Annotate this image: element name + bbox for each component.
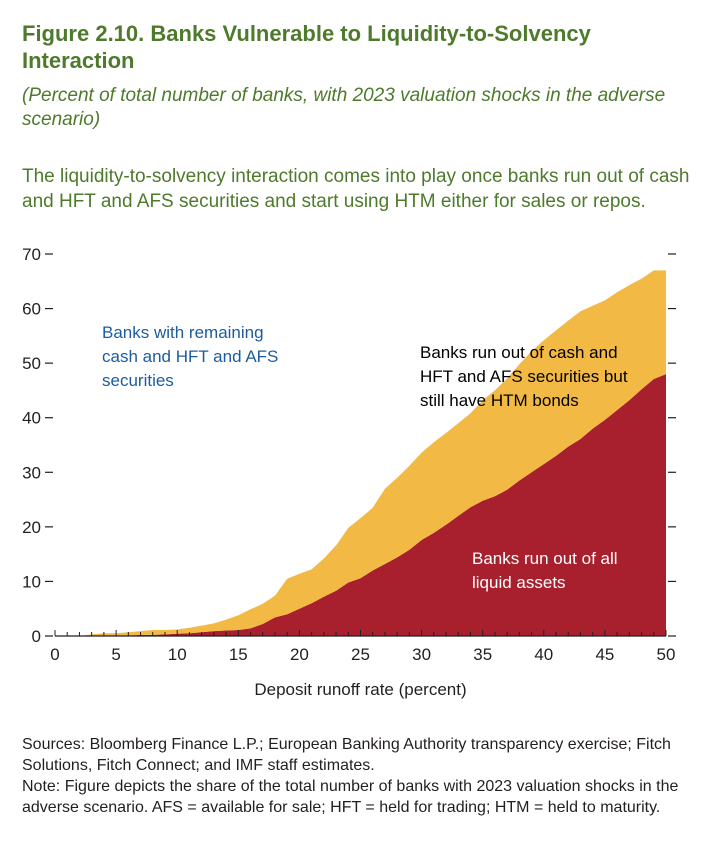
chart-areas (55, 270, 666, 636)
annotation-2: Banks run out of cash and HFT and AFS sec… (420, 343, 628, 410)
x-tick-label: 50 (657, 645, 676, 664)
note-text: Note: Figure depicts the share of the to… (22, 778, 679, 816)
area-series-2 (55, 270, 666, 636)
y-tick-label: 20 (22, 518, 41, 537)
y-tick-label: 0 (32, 627, 41, 646)
x-tick-label: 15 (229, 645, 248, 664)
y-tick-label: 10 (22, 572, 41, 591)
figure-description: The liquidity-to-solvency interaction co… (22, 166, 690, 212)
stacked-area-chart: 0 5 10 15 20 25 30 35 40 45 50 0 10 20 30 40 50 60 70 Depos… (22, 245, 676, 699)
x-tick-label: 5 (111, 645, 120, 664)
x-tick-label: 30 (412, 645, 431, 664)
x-tick-label: 45 (595, 645, 614, 664)
x-tick-label: 35 (473, 645, 492, 664)
y-tick-label: 50 (22, 354, 41, 373)
annotation-1: Banks with remaining cash and HFT and AFS… (102, 323, 278, 390)
y-tick-label: 70 (22, 245, 41, 264)
x-axis-label: Deposit runoff rate (percent) (254, 680, 466, 699)
y-tick-label: 40 (22, 409, 41, 428)
y-tick-label: 30 (22, 463, 41, 482)
chart-axes: 0 5 10 15 20 25 30 35 40 45 50 0 10 20 30 40 50 60 70 Depos… (22, 245, 676, 699)
area-series-1 (55, 374, 666, 636)
x-tick-label: 20 (290, 645, 309, 664)
figure-notes: Sources: Bloomberg Finance L.P.; Europea… (22, 734, 702, 818)
figure-subtitle: (Percent of total number of banks, with … (22, 85, 666, 130)
y-tick-label: 60 (22, 300, 41, 319)
x-tick-label: 10 (168, 645, 187, 664)
annotation-3: Banks run out of all liquid assets (472, 549, 618, 592)
x-tick-label: 25 (351, 645, 370, 664)
x-tick-label: 40 (534, 645, 553, 664)
chart-annotations: Banks with remaining cash and HFT and AFS… (102, 323, 628, 592)
x-tick-label: 0 (50, 645, 59, 664)
sources-text: Sources: Bloomberg Finance L.P.; Europea… (22, 736, 671, 774)
figure-title: Figure 2.10. Banks Vulnerable to Liquidi… (22, 21, 591, 73)
